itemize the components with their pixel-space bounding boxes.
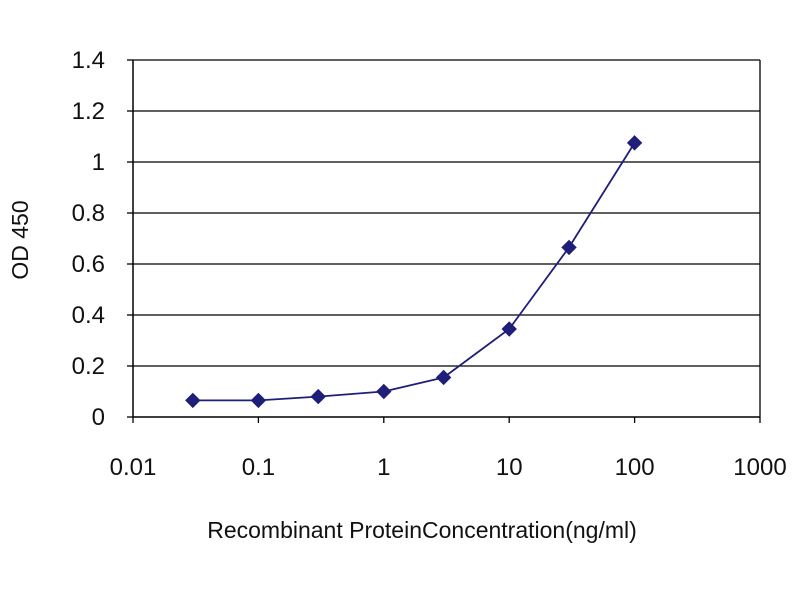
data-point-marker <box>250 392 267 409</box>
data-point-marker <box>501 321 517 337</box>
y-tick-label: 0.8 <box>72 200 105 227</box>
y-tick-label: 1.4 <box>72 47 105 74</box>
y-axis-title: OD 450 <box>7 200 33 279</box>
x-tick-label: 1000 <box>733 454 786 481</box>
x-tick-label: 1 <box>377 454 390 481</box>
y-tick-label: 1.2 <box>72 98 105 125</box>
series-layer <box>185 135 643 409</box>
plot-background <box>133 60 760 417</box>
y-tick-label: 1 <box>92 149 105 176</box>
x-tick-label: 0.01 <box>110 454 157 481</box>
y-tick-label: 0.6 <box>72 251 105 278</box>
data-point-marker <box>626 135 643 151</box>
plot-area <box>132 59 761 418</box>
data-point-marker <box>435 369 452 386</box>
series-line <box>192 142 636 402</box>
y-tick-label: 0.2 <box>72 353 105 380</box>
x-tick-label: 10 <box>496 454 523 481</box>
data-point-marker <box>185 392 201 409</box>
x-tick-label: 100 <box>615 454 655 481</box>
data-point-marker <box>376 383 392 400</box>
data-point-marker <box>561 239 577 256</box>
y-tick-label: 0.4 <box>72 302 105 329</box>
data-point-marker <box>310 388 326 405</box>
axis-ticks: 0 0.2 0.4 0.6 0.8 1 1.2 1.4 0.01 0.1 1 10 100 1000 <box>72 47 787 481</box>
y-tick-label: 0 <box>92 404 105 431</box>
x-axis-title: Recombinant ProteinConcentration(ng/ml) <box>207 517 637 543</box>
x-tick-label: 0.1 <box>242 454 275 481</box>
